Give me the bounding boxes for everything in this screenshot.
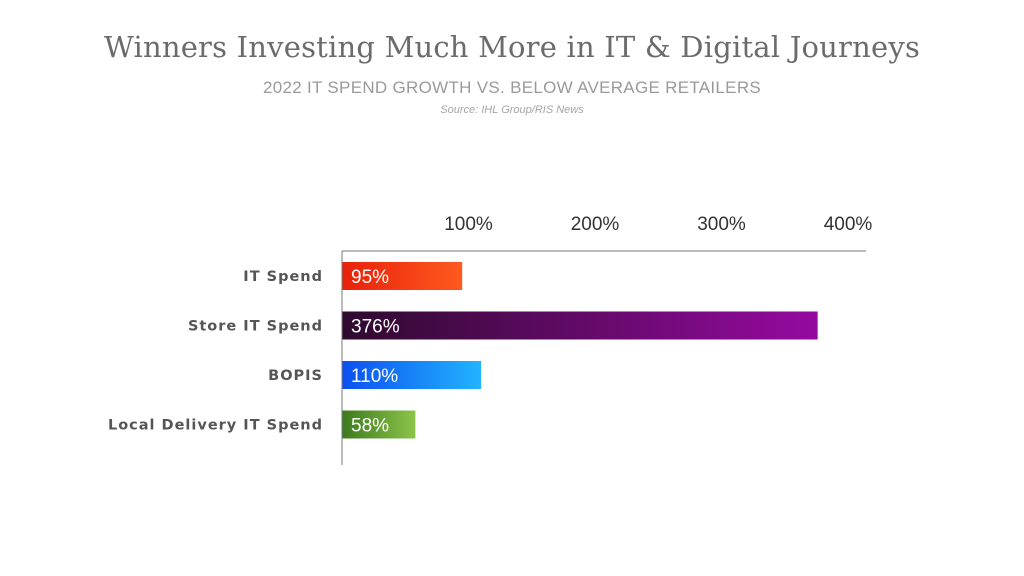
- bar: [342, 361, 482, 389]
- chart-source: Source: IHL Group/RIS News: [440, 104, 584, 116]
- bar-data-label: 376%: [351, 317, 400, 338]
- x-tick-label: 200%: [571, 214, 620, 235]
- category-label: Local Delivery IT Spend: [108, 418, 323, 434]
- chart-subtitle: 2022 IT SPEND GROWTH VS. BELOW AVERAGE R…: [262, 78, 762, 97]
- x-tick-label: 300%: [697, 214, 746, 235]
- axis-layer: 100% 200% 300% 400%: [341, 214, 873, 465]
- x-tick-label: 100%: [444, 214, 493, 235]
- category-label: Store IT Spend: [188, 319, 323, 335]
- x-tick-label: 400%: [824, 214, 873, 235]
- category-label: BOPIS: [268, 368, 323, 384]
- chart-title: Winners Investing Much More in IT & Digi…: [103, 30, 921, 64]
- bar: [342, 262, 463, 290]
- category-label: IT Spend: [243, 269, 323, 285]
- bar: [342, 311, 818, 340]
- bar-data-label: 110%: [351, 366, 398, 387]
- bars-layer: 95% IT Spend 376% Store IT Spend 110% BOPIS 58…: [108, 262, 818, 439]
- bar-data-label: 95%: [351, 267, 389, 288]
- bar-data-label: 58%: [351, 416, 389, 437]
- bar: [342, 410, 416, 439]
